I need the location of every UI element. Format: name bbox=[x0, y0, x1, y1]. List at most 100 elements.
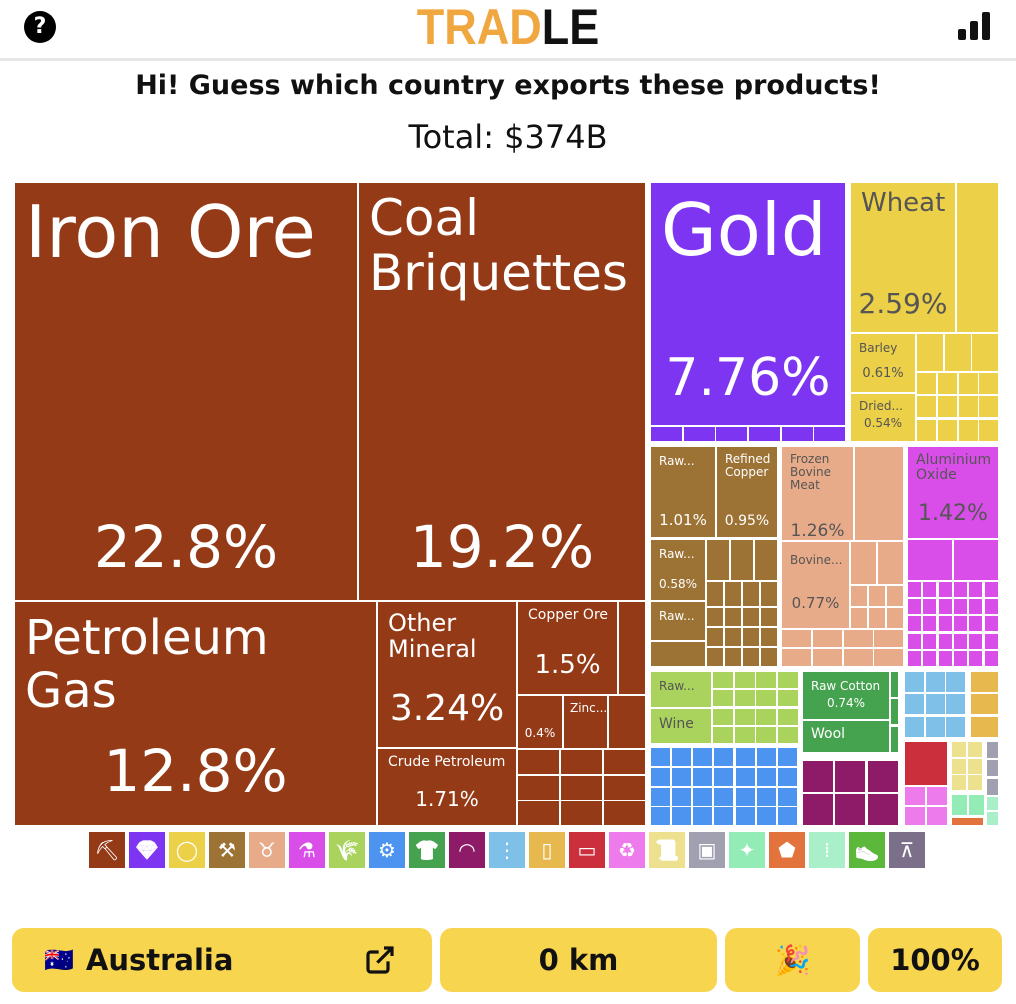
category-legend: ⛏ 💎 ◯ ⚒ ♉ ⚗ 🌾 ⚙ 👕 ◠ ⋮ ▯ ▭ ♻ 📜 ▣ ✦ ⬟ ⁞ 👟 ⊼ bbox=[89, 832, 925, 868]
tile-refined-copper: Refined Copper 0.95% bbox=[717, 447, 777, 537]
tile bbox=[939, 599, 952, 614]
tile bbox=[757, 807, 776, 825]
box-icon[interactable]: ▣ bbox=[689, 832, 725, 868]
tile bbox=[869, 608, 885, 628]
pipe-icon[interactable]: ▭ bbox=[569, 832, 605, 868]
cow-icon[interactable]: ♉ bbox=[249, 832, 285, 868]
tile-copper-ore: Copper Ore 1.5% bbox=[518, 602, 617, 694]
tile bbox=[693, 768, 712, 786]
tile bbox=[651, 427, 682, 441]
tile bbox=[651, 768, 670, 786]
tile-percent: 1.71% bbox=[415, 787, 479, 811]
tile bbox=[908, 599, 921, 614]
tile-percent: 1.42% bbox=[918, 501, 988, 526]
pickaxe-icon[interactable]: ⛏ bbox=[89, 832, 125, 868]
tile-label: Barley bbox=[859, 341, 898, 355]
shirt-icon[interactable]: 👕 bbox=[409, 832, 445, 868]
tile bbox=[778, 727, 798, 743]
tile bbox=[891, 727, 898, 752]
tile-raw1: Raw... 1.01% bbox=[651, 447, 715, 537]
tile-gold: Gold 7.76% bbox=[651, 183, 845, 425]
tile-label: Raw... bbox=[659, 609, 695, 623]
tile-raw2: Raw... 0.58% bbox=[651, 540, 705, 600]
tile bbox=[938, 396, 957, 417]
tile bbox=[803, 794, 833, 825]
tile bbox=[954, 582, 967, 597]
guess-country-button[interactable]: 🇦🇺 Australia bbox=[12, 928, 432, 992]
tile bbox=[604, 776, 645, 800]
tile bbox=[707, 608, 723, 626]
external-link-icon[interactable] bbox=[364, 944, 396, 983]
bullets-icon[interactable]: ⁞ bbox=[809, 832, 845, 868]
easel-icon[interactable]: ⊼ bbox=[889, 832, 925, 868]
tile bbox=[939, 651, 952, 666]
tile-label: Crude Petroleum bbox=[388, 754, 506, 770]
tile bbox=[757, 788, 776, 806]
legend-glyph: ♉ bbox=[258, 838, 276, 862]
tile bbox=[923, 616, 936, 631]
tile bbox=[923, 599, 936, 614]
road-icon[interactable]: ⋮ bbox=[489, 832, 525, 868]
tile bbox=[756, 727, 776, 743]
tile bbox=[518, 776, 559, 800]
tile bbox=[987, 760, 998, 776]
tile bbox=[813, 649, 842, 666]
tile bbox=[844, 630, 873, 647]
stats-icon[interactable] bbox=[958, 12, 992, 40]
bottle-icon[interactable]: ▯ bbox=[529, 832, 565, 868]
header: ? TRADLE bbox=[0, 0, 1016, 61]
legend-glyph: 👕 bbox=[414, 838, 440, 862]
guess-country: Australia bbox=[85, 943, 234, 977]
recycle-icon[interactable]: ♻ bbox=[609, 832, 645, 868]
tile bbox=[985, 616, 998, 631]
tile-label: Wine bbox=[659, 716, 694, 732]
tile bbox=[561, 801, 602, 825]
gauge-icon[interactable]: ◠ bbox=[449, 832, 485, 868]
tile-aluminium-oxide: Aluminium Oxide 1.42% bbox=[908, 447, 998, 538]
flask-icon[interactable]: ⚗ bbox=[289, 832, 325, 868]
tile-percent: 2.59% bbox=[858, 287, 948, 320]
tile bbox=[878, 542, 903, 584]
tile bbox=[844, 649, 873, 666]
tile bbox=[987, 797, 998, 810]
leather-hide-icon[interactable]: ✦ bbox=[729, 832, 765, 868]
shoe-icon[interactable]: 👟 bbox=[849, 832, 885, 868]
gem-stone-icon[interactable]: ⬟ bbox=[769, 832, 805, 868]
anvil-icon[interactable]: ⚒ bbox=[209, 832, 245, 868]
help-icon[interactable]: ? bbox=[24, 11, 56, 43]
tile-wheat: Wheat 2.59% bbox=[851, 183, 955, 332]
tile bbox=[743, 608, 759, 626]
tile bbox=[946, 717, 965, 737]
tile-petroleum-gas: Petroleum Gas 12.8% bbox=[15, 602, 376, 825]
tile bbox=[968, 742, 982, 757]
gear-icon[interactable]: ⚙ bbox=[369, 832, 405, 868]
wheat-icon[interactable]: 🌾 bbox=[329, 832, 365, 868]
tile bbox=[923, 651, 936, 666]
tile bbox=[835, 761, 865, 792]
tile bbox=[869, 586, 885, 606]
tile bbox=[725, 648, 741, 666]
tile bbox=[713, 690, 733, 706]
tomato-icon[interactable]: ◯ bbox=[169, 832, 205, 868]
tile bbox=[874, 649, 903, 666]
tile bbox=[938, 373, 957, 394]
tile-label: Wheat bbox=[861, 188, 946, 218]
tile bbox=[707, 582, 723, 606]
tile-percent: 3.24% bbox=[389, 688, 505, 729]
tile-label: Gold bbox=[661, 188, 827, 272]
tile bbox=[868, 761, 898, 792]
scroll-icon[interactable]: 📜 bbox=[649, 832, 685, 868]
tile bbox=[736, 748, 755, 766]
tile-dried: Dried... 0.54% bbox=[851, 394, 915, 441]
tile-label: Other Mineral bbox=[388, 609, 477, 664]
tile bbox=[954, 616, 967, 631]
tile bbox=[749, 427, 780, 441]
legend-glyph: ◯ bbox=[175, 838, 199, 862]
diamond-icon[interactable]: 💎 bbox=[129, 832, 165, 868]
tile bbox=[987, 779, 998, 795]
tile bbox=[923, 634, 936, 649]
distance-badge: 0 km bbox=[440, 928, 717, 992]
tile bbox=[927, 807, 947, 825]
tile bbox=[561, 776, 602, 800]
tile bbox=[736, 788, 755, 806]
